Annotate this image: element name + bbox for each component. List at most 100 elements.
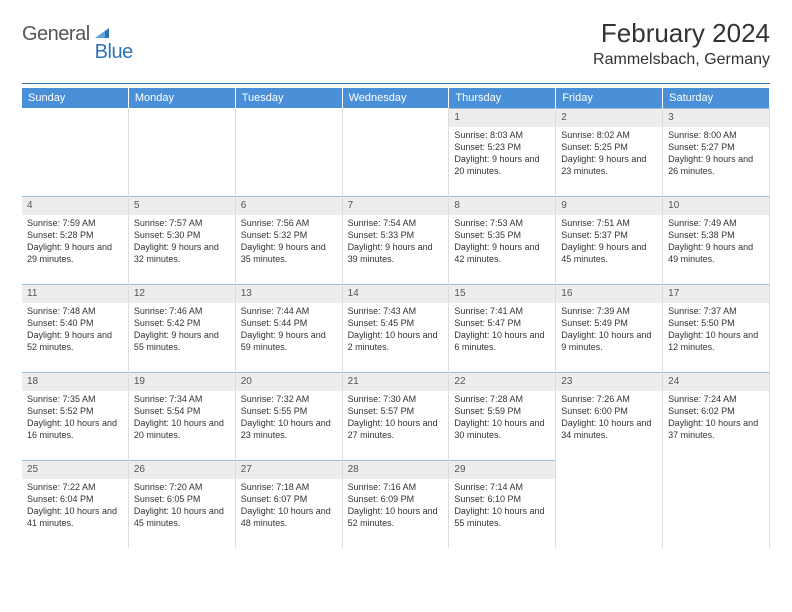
sunrise-text: Sunrise: 8:00 AM bbox=[668, 129, 764, 141]
calendar-cell: 15Sunrise: 7:41 AMSunset: 5:47 PMDayligh… bbox=[449, 284, 556, 372]
cell-body: Sunrise: 8:03 AMSunset: 5:23 PMDaylight:… bbox=[449, 127, 555, 182]
brand-part2: Blue bbox=[95, 42, 133, 62]
daylight-text: Daylight: 10 hours and 37 minutes. bbox=[668, 417, 764, 441]
cell-body: Sunrise: 7:20 AMSunset: 6:05 PMDaylight:… bbox=[129, 479, 235, 534]
sunrise-text: Sunrise: 7:28 AM bbox=[454, 393, 550, 405]
brand-part1: General bbox=[22, 24, 90, 44]
day-number: 2 bbox=[556, 108, 662, 127]
calendar-cell-empty bbox=[236, 108, 343, 196]
day-number: 10 bbox=[663, 196, 769, 215]
calendar-cell: 4Sunrise: 7:59 AMSunset: 5:28 PMDaylight… bbox=[22, 196, 129, 284]
day-number: 1 bbox=[449, 108, 555, 127]
sunset-text: Sunset: 5:44 PM bbox=[241, 317, 337, 329]
calendar-cell: 5Sunrise: 7:57 AMSunset: 5:30 PMDaylight… bbox=[129, 196, 236, 284]
daylight-text: Daylight: 9 hours and 39 minutes. bbox=[348, 241, 444, 265]
location-subtitle: Rammelsbach, Germany bbox=[593, 51, 770, 69]
cell-body: Sunrise: 7:57 AMSunset: 5:30 PMDaylight:… bbox=[129, 215, 235, 270]
sunset-text: Sunset: 5:28 PM bbox=[27, 229, 123, 241]
calendar-cell: 18 Sunrise: 7:35 AMSunset: 5:52 PMDayligh… bbox=[22, 372, 129, 460]
cell-body: Sunrise: 7:34 AMSunset: 5:54 PMDaylight:… bbox=[129, 391, 235, 446]
day-number: 24 bbox=[663, 372, 769, 391]
calendar-grid: SundayMondayTuesdayWednesdayThursdayFrid… bbox=[22, 88, 770, 548]
daylight-text: Daylight: 9 hours and 49 minutes. bbox=[668, 241, 764, 265]
day-number: 11 bbox=[22, 284, 128, 303]
sunrise-text: Sunrise: 7:41 AM bbox=[454, 305, 550, 317]
sunrise-text: Sunrise: 7:35 AM bbox=[27, 393, 123, 405]
day-number: 13 bbox=[236, 284, 342, 303]
sunrise-text: Sunrise: 7:37 AM bbox=[668, 305, 764, 317]
sunset-text: Sunset: 6:00 PM bbox=[561, 405, 657, 417]
day-of-week-header: Tuesday bbox=[236, 88, 343, 108]
cell-body: Sunrise: 7:41 AMSunset: 5:47 PMDaylight:… bbox=[449, 303, 555, 358]
daylight-text: Daylight: 9 hours and 52 minutes. bbox=[27, 329, 123, 353]
day-number: 9 bbox=[556, 196, 662, 215]
sunrise-text: Sunrise: 7:30 AM bbox=[348, 393, 444, 405]
sunset-text: Sunset: 6:10 PM bbox=[454, 493, 550, 505]
daylight-text: Daylight: 10 hours and 34 minutes. bbox=[561, 417, 657, 441]
calendar-cell: 10Sunrise: 7:49 AMSunset: 5:38 PMDayligh… bbox=[663, 196, 770, 284]
day-number: 27 bbox=[236, 460, 342, 479]
daylight-text: Daylight: 9 hours and 20 minutes. bbox=[454, 153, 550, 177]
sunrise-text: Sunrise: 8:02 AM bbox=[561, 129, 657, 141]
day-number: 23 bbox=[556, 372, 662, 391]
sunset-text: Sunset: 5:27 PM bbox=[668, 141, 764, 153]
calendar-cell: 16Sunrise: 7:39 AMSunset: 5:49 PMDayligh… bbox=[556, 284, 663, 372]
daylight-text: Daylight: 10 hours and 52 minutes. bbox=[348, 505, 444, 529]
daylight-text: Daylight: 9 hours and 29 minutes. bbox=[27, 241, 123, 265]
day-of-week-header: Friday bbox=[556, 88, 663, 108]
day-of-week-header: Wednesday bbox=[343, 88, 450, 108]
day-of-week-header: Monday bbox=[129, 88, 236, 108]
sunset-text: Sunset: 5:49 PM bbox=[561, 317, 657, 329]
cell-body: Sunrise: 7:48 AMSunset: 5:40 PMDaylight:… bbox=[22, 303, 128, 358]
daylight-text: Daylight: 10 hours and 12 minutes. bbox=[668, 329, 764, 353]
sunset-text: Sunset: 5:55 PM bbox=[241, 405, 337, 417]
sunset-text: Sunset: 6:02 PM bbox=[668, 405, 764, 417]
sunrise-text: Sunrise: 7:46 AM bbox=[134, 305, 230, 317]
daylight-text: Daylight: 10 hours and 16 minutes. bbox=[27, 417, 123, 441]
sunset-text: Sunset: 5:32 PM bbox=[241, 229, 337, 241]
sunrise-text: Sunrise: 7:39 AM bbox=[561, 305, 657, 317]
day-number: 18 bbox=[22, 372, 128, 391]
title-block: February 2024 Rammelsbach, Germany bbox=[593, 18, 770, 69]
daylight-text: Daylight: 9 hours and 45 minutes. bbox=[561, 241, 657, 265]
sunset-text: Sunset: 5:54 PM bbox=[134, 405, 230, 417]
brand-logo: General Blue bbox=[22, 18, 133, 62]
sunset-text: Sunset: 5:42 PM bbox=[134, 317, 230, 329]
day-of-week-header: Saturday bbox=[663, 88, 770, 108]
cell-body: Sunrise: 7:32 AMSunset: 5:55 PMDaylight:… bbox=[236, 391, 342, 446]
calendar-cell: 19Sunrise: 7:34 AMSunset: 5:54 PMDayligh… bbox=[129, 372, 236, 460]
cell-body: Sunrise: 7:22 AMSunset: 6:04 PMDaylight:… bbox=[22, 479, 128, 534]
sunset-text: Sunset: 6:05 PM bbox=[134, 493, 230, 505]
calendar-cell: 1Sunrise: 8:03 AMSunset: 5:23 PMDaylight… bbox=[449, 108, 556, 196]
daylight-text: Daylight: 9 hours and 42 minutes. bbox=[454, 241, 550, 265]
header: General Blue February 2024 Rammelsbach, … bbox=[22, 18, 770, 73]
daylight-text: Daylight: 9 hours and 32 minutes. bbox=[134, 241, 230, 265]
calendar-cell: 22Sunrise: 7:28 AMSunset: 5:59 PMDayligh… bbox=[449, 372, 556, 460]
cell-body: Sunrise: 7:16 AMSunset: 6:09 PMDaylight:… bbox=[343, 479, 449, 534]
sunset-text: Sunset: 5:52 PM bbox=[27, 405, 123, 417]
day-number: 8 bbox=[449, 196, 555, 215]
daylight-text: Daylight: 10 hours and 45 minutes. bbox=[134, 505, 230, 529]
sunrise-text: Sunrise: 7:20 AM bbox=[134, 481, 230, 493]
sunset-text: Sunset: 5:50 PM bbox=[668, 317, 764, 329]
calendar-cell-empty bbox=[556, 460, 663, 548]
calendar-cell: 26Sunrise: 7:20 AMSunset: 6:05 PMDayligh… bbox=[129, 460, 236, 548]
sunset-text: Sunset: 5:23 PM bbox=[454, 141, 550, 153]
calendar-cell: 20Sunrise: 7:32 AMSunset: 5:55 PMDayligh… bbox=[236, 372, 343, 460]
daylight-text: Daylight: 10 hours and 9 minutes. bbox=[561, 329, 657, 353]
day-number: 6 bbox=[236, 196, 342, 215]
calendar-cell: 11Sunrise: 7:48 AMSunset: 5:40 PMDayligh… bbox=[22, 284, 129, 372]
calendar-cell: 23 Sunrise: 7:26 AMSunset: 6:00 PMDayligh… bbox=[556, 372, 663, 460]
daylight-text: Daylight: 10 hours and 6 minutes. bbox=[454, 329, 550, 353]
calendar-cell: 12Sunrise: 7:46 AMSunset: 5:42 PMDayligh… bbox=[129, 284, 236, 372]
day-number: 3 bbox=[663, 108, 769, 127]
day-number: 4 bbox=[22, 196, 128, 215]
sunrise-text: Sunrise: 7:18 AM bbox=[241, 481, 337, 493]
sunrise-text: Sunrise: 7:26 AM bbox=[561, 393, 657, 405]
sunset-text: Sunset: 5:30 PM bbox=[134, 229, 230, 241]
calendar-cell-empty bbox=[663, 460, 770, 548]
cell-body: Sunrise: 7:51 AMSunset: 5:37 PMDaylight:… bbox=[556, 215, 662, 270]
calendar-cell: 24Sunrise: 7:24 AMSunset: 6:02 PMDayligh… bbox=[663, 372, 770, 460]
cell-body: Sunrise: 7:53 AMSunset: 5:35 PMDaylight:… bbox=[449, 215, 555, 270]
sunrise-text: Sunrise: 7:56 AM bbox=[241, 217, 337, 229]
